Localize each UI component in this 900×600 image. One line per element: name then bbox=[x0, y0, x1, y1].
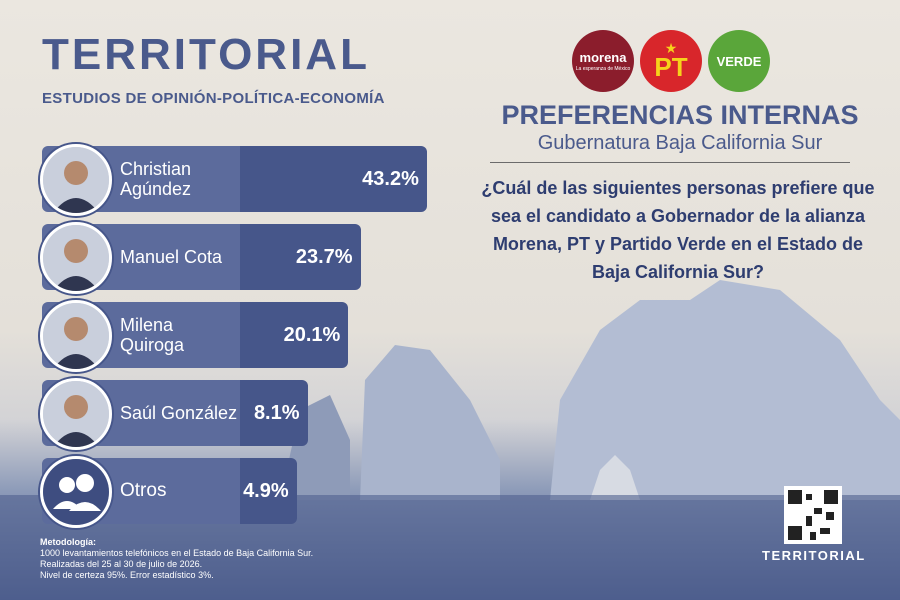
bar-row: Christian Agúndez 43.2% bbox=[40, 144, 427, 216]
avatar bbox=[40, 456, 112, 528]
avatar-icon bbox=[43, 381, 109, 447]
bar: 23.7% bbox=[240, 224, 361, 290]
avatar-icon bbox=[43, 303, 109, 369]
bar-row: Milena Quiroga 20.1% bbox=[40, 300, 349, 372]
logo-name: PT bbox=[654, 52, 688, 82]
footer-brand: TERRITORIAL bbox=[762, 548, 866, 563]
bar-row: Manuel Cota 23.7% bbox=[40, 222, 361, 294]
avatar bbox=[40, 378, 112, 450]
bar-row: Saúl González 8.1% bbox=[40, 378, 308, 450]
star: ★ bbox=[664, 40, 678, 56]
bar-row: Otros 4.9% bbox=[40, 456, 297, 528]
brand: TERRITORIAL bbox=[42, 30, 370, 79]
value-label: 23.7% bbox=[295, 245, 353, 268]
divider bbox=[490, 162, 850, 163]
logo-name: morena bbox=[579, 49, 627, 65]
methodology: Metodología: 1000 levantamientos telefóni… bbox=[40, 537, 313, 581]
value-label: 4.9% bbox=[243, 479, 289, 502]
methodology-line: Nivel de certeza 95%. Error estadístico … bbox=[40, 570, 214, 580]
party-logo: ★ PT bbox=[640, 30, 702, 92]
logo-name: VERDE bbox=[716, 53, 762, 69]
chart-title: PREFERENCIAS INTERNAS bbox=[501, 100, 859, 130]
bar: 8.1% bbox=[240, 380, 308, 446]
bar: 20.1% bbox=[240, 302, 349, 368]
chart-subtitle: Gubernatura Baja California Sur bbox=[537, 132, 823, 154]
avatar bbox=[40, 300, 112, 372]
tagline: ESTUDIOS DE OPINIÓN-POLÍTICA-ECONOMÍA bbox=[42, 90, 385, 107]
qr-code bbox=[784, 486, 842, 544]
avatar-icon bbox=[43, 225, 109, 291]
methodology-line: Realizadas del 25 al 30 de julio de 2026… bbox=[40, 559, 203, 569]
bar: 4.9% bbox=[240, 458, 297, 524]
party-logo: morena La esperanza de México bbox=[572, 30, 634, 92]
methodology-line: Metodología: bbox=[40, 537, 96, 547]
methodology-line: 1000 levantamientos telefónicos en el Es… bbox=[40, 548, 314, 558]
value-label: 20.1% bbox=[283, 323, 341, 346]
value-label: 8.1% bbox=[253, 401, 300, 424]
avatar bbox=[40, 144, 112, 216]
value-label: 43.2% bbox=[362, 167, 419, 190]
logo-slogan: La esperanza de México bbox=[575, 65, 631, 72]
avatar-icon bbox=[43, 459, 109, 525]
avatar bbox=[40, 222, 112, 294]
party-logo: VERDE bbox=[708, 30, 770, 92]
question: ¿Cuál de las siguientes personas prefier… bbox=[481, 178, 875, 282]
bar: 43.2% bbox=[240, 146, 427, 212]
avatar-icon bbox=[43, 147, 109, 213]
